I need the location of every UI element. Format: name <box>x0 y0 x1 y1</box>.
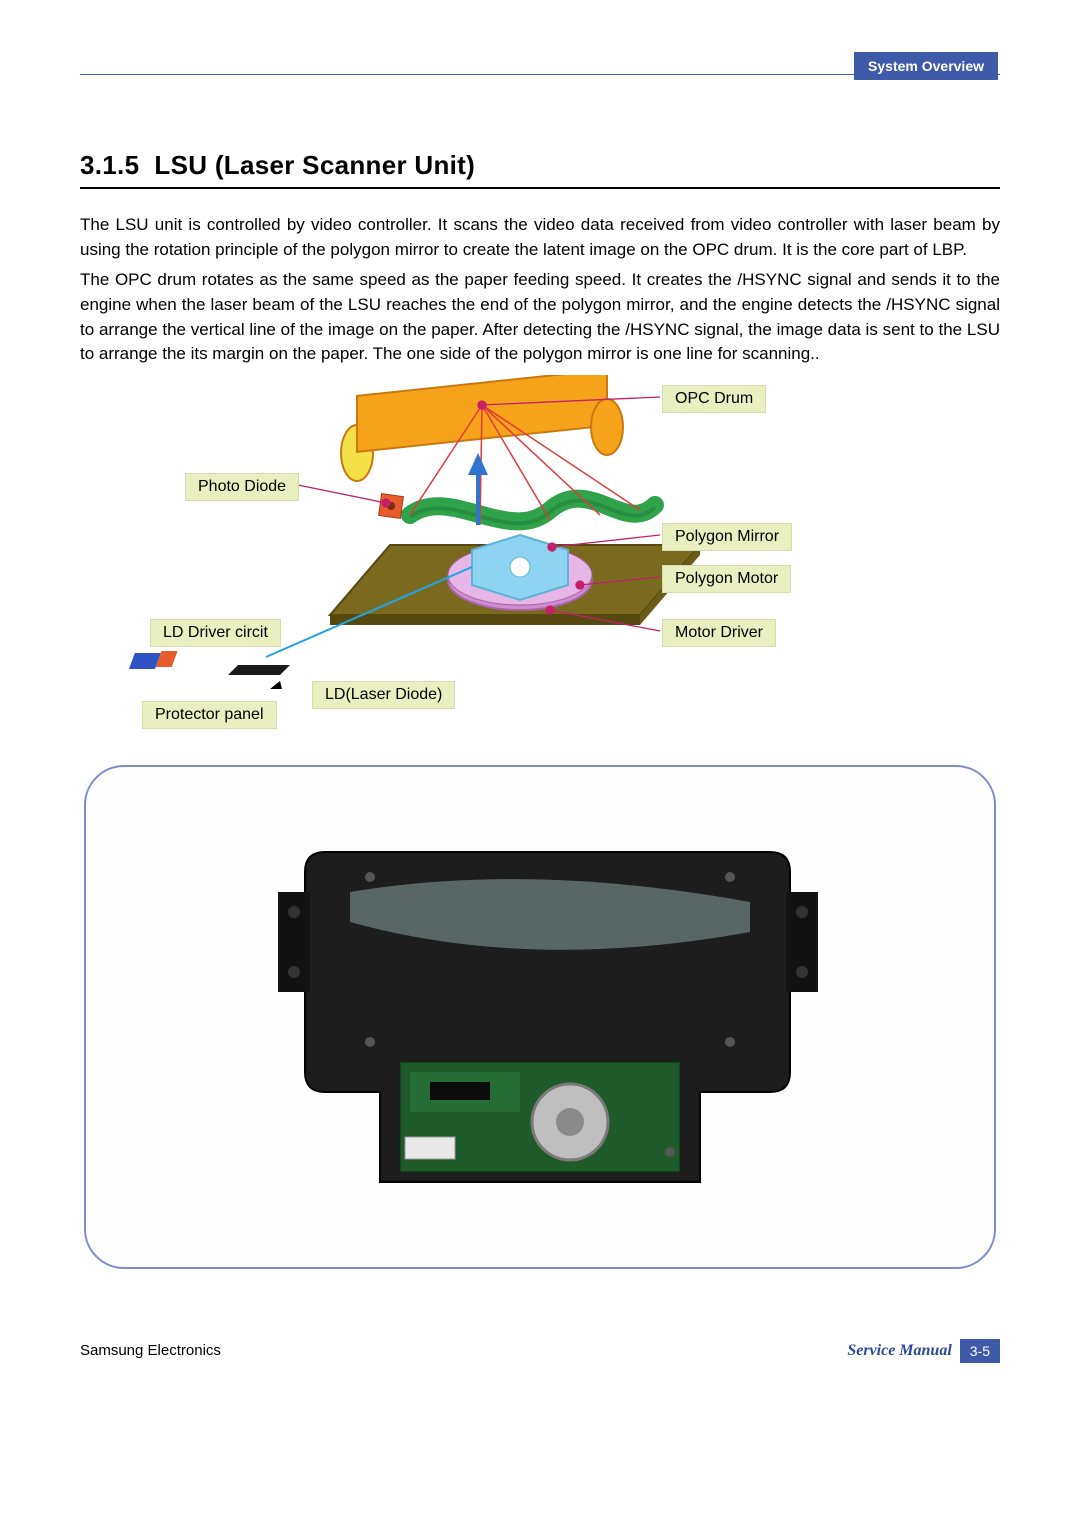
label-laser-diode: LD(Laser Diode) <box>312 681 455 709</box>
section-title-text: LSU (Laser Scanner Unit) <box>154 150 475 180</box>
footer-company: Samsung Electronics <box>80 1342 221 1359</box>
section-heading: 3.1.5 LSU (Laser Scanner Unit) <box>80 150 1000 181</box>
paragraph-2: The OPC drum rotates as the same speed a… <box>80 268 1000 367</box>
section-body: The LSU unit is controlled by video cont… <box>80 213 1000 367</box>
label-polygon-mirror: Polygon Mirror <box>662 523 792 551</box>
label-ld-driver-circuit: LD Driver circit <box>150 619 281 647</box>
schematic-svg <box>80 375 1000 755</box>
label-polygon-motor: Polygon Motor <box>662 565 791 593</box>
page-footer: Samsung Electronics Service Manual 3-5 <box>80 1339 1000 1363</box>
section-number: 3.1.5 <box>80 150 139 180</box>
label-photo-diode: Photo Diode <box>185 473 299 501</box>
footer-service-manual: Service Manual <box>847 1342 951 1360</box>
header-tab: System Overview <box>854 52 998 80</box>
hardware-photo-frame <box>84 765 996 1269</box>
hardware-photo-placeholder <box>230 822 850 1212</box>
section-heading-rule <box>80 187 1000 189</box>
label-motor-driver: Motor Driver <box>662 619 776 647</box>
label-protector-panel: Protector panel <box>142 701 277 729</box>
label-opc-drum: OPC Drum <box>662 385 766 413</box>
footer-page-number: 3-5 <box>960 1339 1000 1363</box>
paragraph-1: The LSU unit is controlled by video cont… <box>80 213 1000 262</box>
lsu-schematic-diagram: OPC Drum Photo Diode Polygon Mirror Poly… <box>80 375 1000 755</box>
